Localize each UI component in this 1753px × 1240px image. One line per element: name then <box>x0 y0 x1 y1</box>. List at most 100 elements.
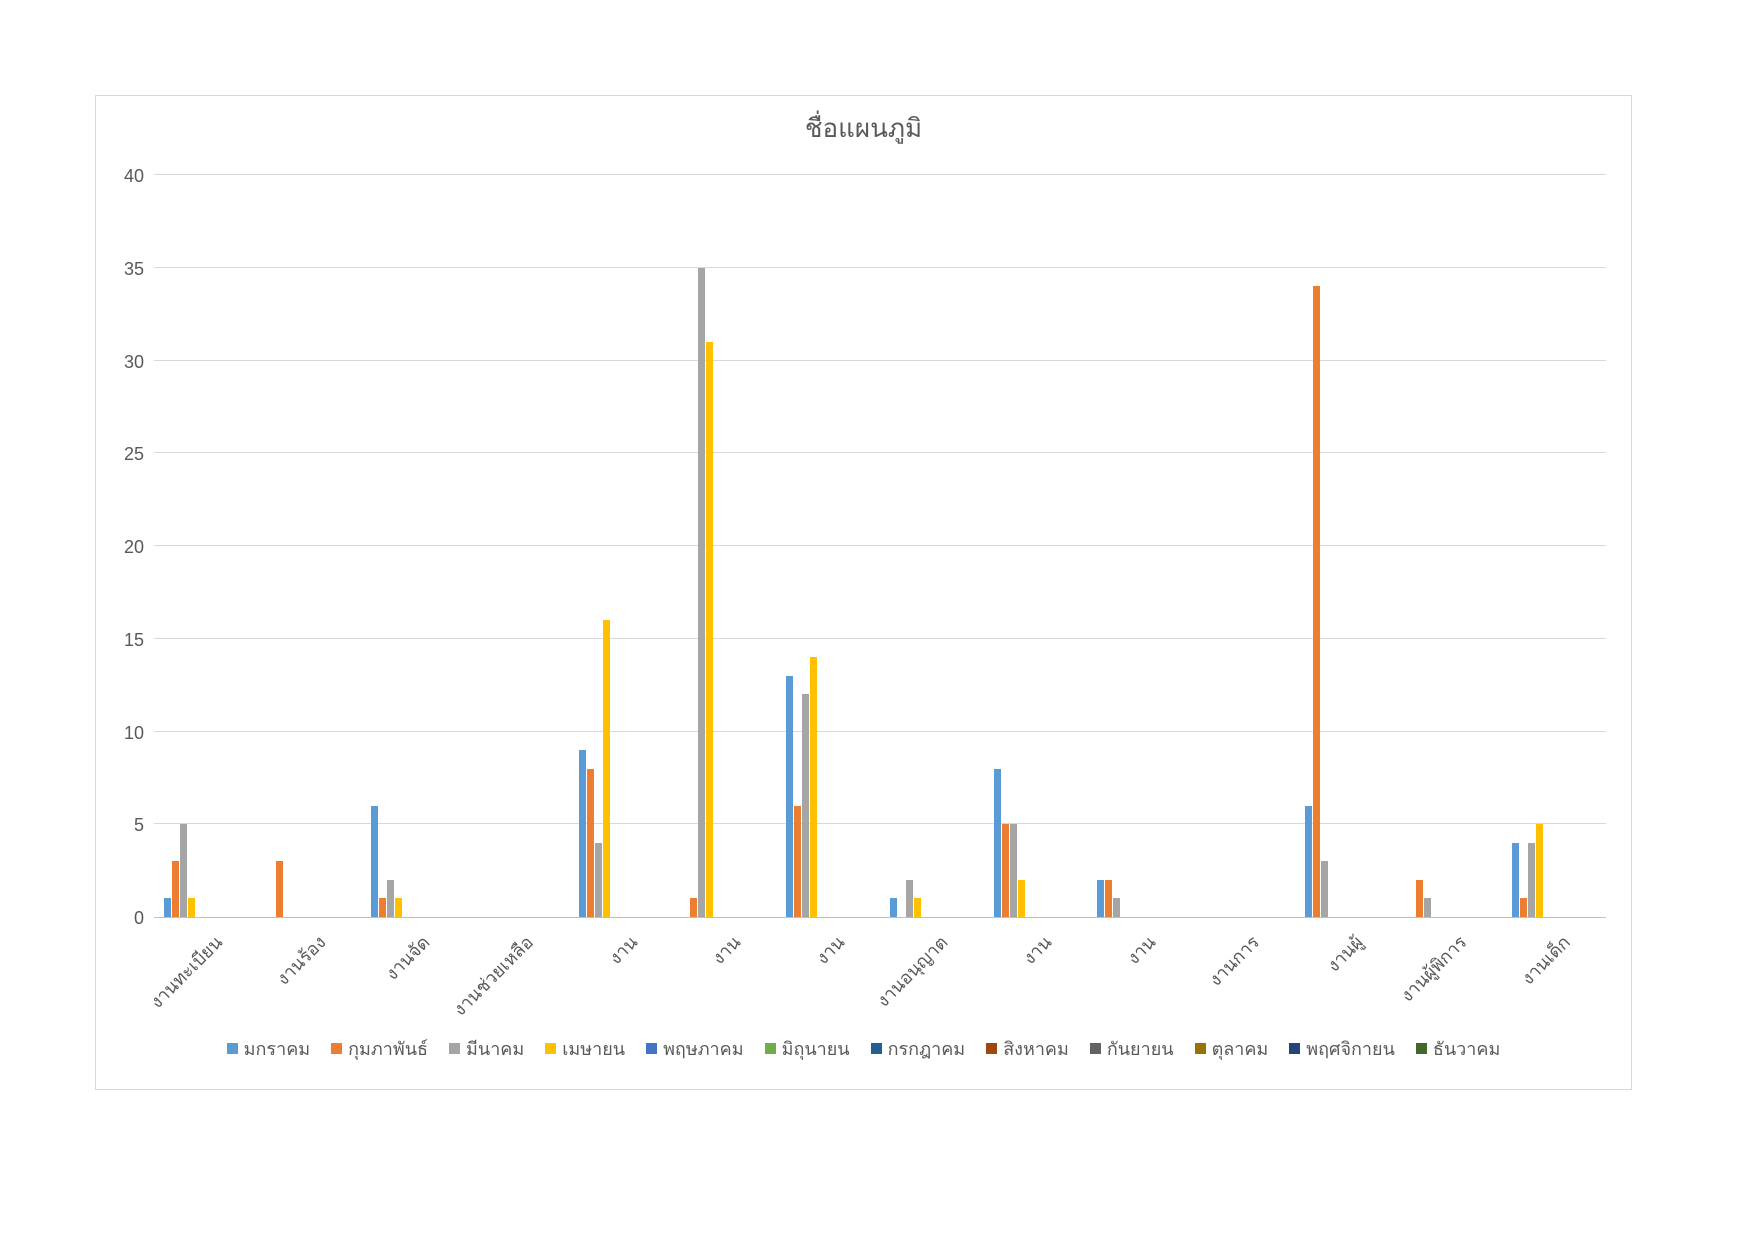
x-category-label: งานช่วยเหลือ <box>449 932 538 1020</box>
legend-swatch <box>226 1043 238 1054</box>
bar[interactable] <box>810 657 818 917</box>
bar[interactable] <box>690 898 698 917</box>
x-category-label: งาน <box>812 932 849 969</box>
legend-item[interactable]: มีนาคม <box>449 1034 524 1063</box>
legend-label: มีนาคม <box>466 1039 525 1059</box>
bar[interactable] <box>371 805 379 917</box>
gridline <box>154 266 1606 268</box>
legend-swatch <box>986 1043 998 1054</box>
bar[interactable] <box>794 805 802 917</box>
legend-swatch <box>764 1043 776 1054</box>
gridline <box>154 637 1606 639</box>
y-tick-label: 15 <box>123 629 144 650</box>
bar[interactable] <box>1528 842 1536 917</box>
legend-item[interactable]: ธันวาคม <box>1415 1034 1500 1063</box>
y-axis: 0 5 10 15 20 25 30 35 40 <box>96 96 144 1089</box>
legend-swatch <box>545 1043 557 1054</box>
bar[interactable] <box>905 879 913 917</box>
legend-swatch <box>870 1043 882 1054</box>
x-category-label: งานทะเบียน <box>145 932 227 1013</box>
bar[interactable] <box>1416 879 1424 917</box>
legend-label: เมษายน <box>562 1039 626 1059</box>
bar[interactable] <box>1312 286 1320 917</box>
bar[interactable] <box>179 824 187 917</box>
bar[interactable] <box>163 898 171 917</box>
legend-item[interactable]: เมษายน <box>545 1034 625 1063</box>
bar[interactable] <box>1009 824 1017 917</box>
legend-item[interactable]: ตุลาคม <box>1194 1034 1269 1063</box>
x-category-label: งาน <box>1123 932 1160 969</box>
bar[interactable] <box>171 861 179 917</box>
legend-label: มกราคม <box>243 1039 311 1059</box>
bar[interactable] <box>379 898 387 917</box>
x-category-label: งานเด็ก <box>1517 932 1575 989</box>
plot-area <box>154 174 1606 918</box>
bar[interactable] <box>578 750 586 917</box>
x-category-label: งาน <box>708 932 745 969</box>
bar[interactable] <box>889 898 897 917</box>
x-category-label: งานการ <box>1205 932 1264 990</box>
legend-swatch <box>646 1043 658 1054</box>
legend-item[interactable]: กรกฎาคม <box>870 1034 966 1063</box>
bar[interactable] <box>1304 805 1312 917</box>
x-category-label: งาน <box>604 932 641 969</box>
bar[interactable] <box>1320 861 1328 917</box>
bar[interactable] <box>1424 898 1432 917</box>
gridline <box>154 730 1606 732</box>
bar[interactable] <box>395 898 403 917</box>
bar[interactable] <box>1105 879 1113 917</box>
x-category-label: งานผู้พิการ <box>1396 932 1471 1006</box>
chart-title[interactable]: ชื่อแผนภูมิ <box>804 113 923 143</box>
bar[interactable] <box>1017 879 1025 917</box>
x-category-label: งานร้อง <box>272 932 330 989</box>
gridline <box>154 452 1606 454</box>
legend-item[interactable]: สิงหาคม <box>986 1034 1069 1063</box>
bar[interactable] <box>275 861 283 917</box>
chart[interactable]: ชื่อแผนภูมิ 0 5 10 15 20 25 30 35 40 งานทะเบียน ง… <box>95 95 1632 1090</box>
bar[interactable] <box>786 675 794 917</box>
legend-swatch <box>1194 1043 1206 1054</box>
bar[interactable] <box>913 898 921 917</box>
bar[interactable] <box>802 694 810 917</box>
legend-label: ตุลาคม <box>1211 1039 1269 1059</box>
legend-swatch <box>1289 1043 1301 1054</box>
x-category-label: งานจัด <box>381 932 434 984</box>
legend-swatch <box>1089 1043 1101 1054</box>
y-tick-label: 25 <box>123 444 144 465</box>
bar[interactable] <box>1512 842 1520 917</box>
bar[interactable] <box>1001 824 1009 917</box>
legend-label: กุมภาพันธ์ <box>348 1039 429 1059</box>
legend-label: กันยายน <box>1106 1039 1174 1059</box>
bar[interactable] <box>586 768 594 917</box>
legend: มกราคม กุมภาพันธ์ มีนาคม เมษายน พฤษภาคม มิถุน… <box>96 1034 1631 1063</box>
gridline <box>154 545 1606 546</box>
bar[interactable] <box>387 879 395 917</box>
x-category-label: งาน <box>1019 932 1056 969</box>
bar[interactable] <box>698 267 706 917</box>
legend-label: พฤศจิกายน <box>1306 1039 1395 1059</box>
legend-item[interactable]: มิถุนายน <box>764 1034 850 1063</box>
legend-item[interactable]: กุมภาพันธ์ <box>331 1034 428 1063</box>
y-tick-label: 30 <box>123 351 144 372</box>
bar[interactable] <box>1113 898 1121 917</box>
y-tick-label: 35 <box>123 258 144 279</box>
legend-swatch <box>449 1043 461 1054</box>
legend-label: สิงหาคม <box>1003 1039 1069 1059</box>
y-tick-label: 20 <box>123 537 144 557</box>
bar[interactable] <box>993 768 1001 917</box>
bar[interactable] <box>1536 824 1544 917</box>
bar[interactable] <box>602 620 610 917</box>
bar[interactable] <box>706 341 714 917</box>
legend-label: กรกฎาคม <box>887 1039 966 1059</box>
legend-item[interactable]: มกราคม <box>226 1034 311 1063</box>
bar[interactable] <box>1520 898 1528 917</box>
bar[interactable] <box>187 898 195 917</box>
legend-item[interactable]: พฤษภาคม <box>646 1034 744 1063</box>
legend-item[interactable]: กันยายน <box>1089 1034 1174 1063</box>
bar[interactable] <box>1097 879 1105 917</box>
y-tick-label: 10 <box>123 722 144 743</box>
gridline <box>154 174 1606 175</box>
bar[interactable] <box>594 842 602 917</box>
legend-item[interactable]: พฤศจิกายน <box>1289 1034 1395 1063</box>
